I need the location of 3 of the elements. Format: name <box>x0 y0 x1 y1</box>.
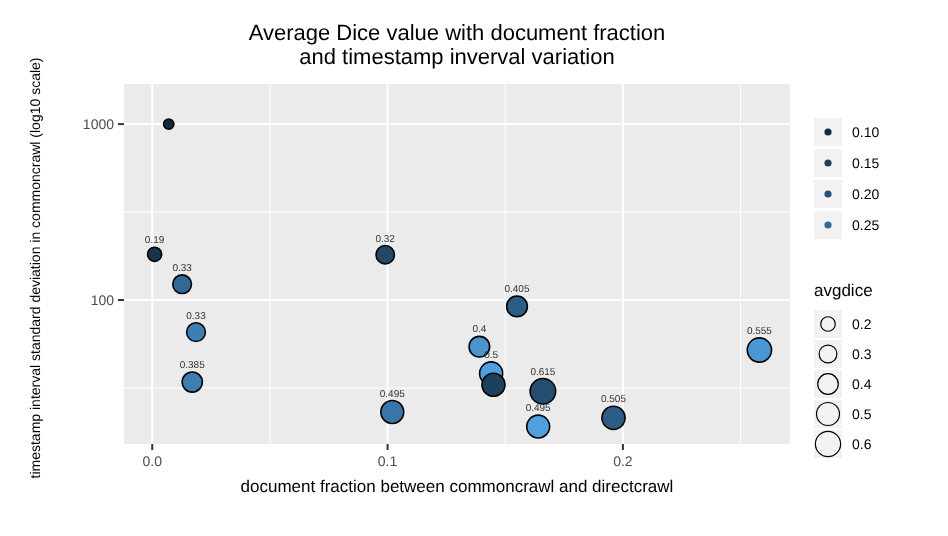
x-axis-title: document fraction between commoncrawl and directcrawl <box>240 476 674 496</box>
legend-title: avgdice <box>814 280 874 300</box>
chart-title: Average Dice value with document fraction and timestamp inverval variation <box>248 22 666 70</box>
